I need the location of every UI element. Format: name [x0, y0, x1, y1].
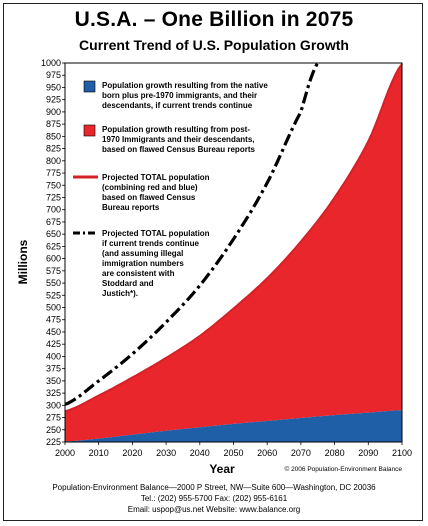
y-tick-label: 225: [46, 437, 61, 447]
y-tick-label: 625: [46, 241, 61, 251]
y-tick-label: 825: [46, 144, 61, 154]
legend-blue-native-swatch: [83, 80, 96, 93]
x-tick-label: 2080: [325, 448, 345, 458]
footer-phone: Tel.: (202) 955-5700 Fax: (202) 955-6161: [140, 494, 288, 503]
y-axis-title: Millions: [16, 239, 30, 284]
y-tick-label: 775: [46, 168, 61, 178]
y-tick-label: 250: [46, 425, 61, 435]
y-tick-label: 900: [46, 107, 61, 117]
y-tick-label: 375: [46, 364, 61, 374]
x-tick-label: 2050: [223, 448, 243, 458]
legend-red-post1970-text: Population growth resulting from post-: [102, 125, 250, 134]
y-tick-label: 500: [46, 303, 61, 313]
y-tick-label: 950: [46, 82, 61, 92]
x-tick-label: 2060: [257, 448, 277, 458]
y-tick-label: 725: [46, 192, 61, 202]
y-tick-label: 800: [46, 156, 61, 166]
legend-trend-line-text: Stoddard and: [102, 279, 154, 288]
footer-contact: Email: uspop@us.net Website: www.balance…: [127, 505, 301, 514]
y-tick-label: 300: [46, 400, 61, 410]
y-tick-label: 525: [46, 290, 61, 300]
x-tick-label: 2090: [358, 448, 378, 458]
x-tick-label: 2020: [122, 448, 142, 458]
y-tick-label: 850: [46, 131, 61, 141]
x-tick-label: 2040: [190, 448, 210, 458]
y-tick-label: 450: [46, 327, 61, 337]
legend-trend-line-text: immigration numbers: [102, 259, 184, 268]
x-tick-label: 2100: [392, 448, 412, 458]
footer-address: Population-Environment Balance—2000 P St…: [52, 483, 376, 492]
y-tick-label: 600: [46, 254, 61, 264]
y-tick-label: 875: [46, 119, 61, 129]
total-population-line: [64, 63, 403, 413]
y-tick-label: 325: [46, 388, 61, 398]
y-tick-label: 700: [46, 205, 61, 215]
legend-trend-line-text: (and assuming illegal: [102, 249, 183, 258]
legend-total-line-text: (combining red and blue): [102, 183, 198, 192]
trend-population-line: [64, 62, 320, 406]
y-tick-label: 575: [46, 266, 61, 276]
legend-blue-native-text: descendants, if current trends continue: [102, 101, 253, 110]
legend-trend-line-text: if current trends continue: [102, 239, 199, 248]
red-area-post1970: [65, 64, 402, 442]
y-tick-label: 400: [46, 351, 61, 361]
y-tick-label: 1000: [41, 58, 61, 68]
legend-red-post1970-text: based on flawed Census Bureau reports: [102, 145, 255, 154]
y-tick-label: 550: [46, 278, 61, 288]
legend-total-line-text: based on flawed Census: [102, 193, 196, 202]
legend-total-line-text: Bureau reports: [102, 203, 160, 212]
x-tick-label: 2000: [55, 448, 75, 458]
x-tick-label: 2070: [291, 448, 311, 458]
y-tick-label: 925: [46, 95, 61, 105]
legend-trend-line-text: are consistent with: [102, 269, 175, 278]
chart-title: U.S.A. – One Billion in 2075: [74, 8, 354, 31]
y-tick-label: 650: [46, 229, 61, 239]
y-tick-label: 975: [46, 70, 61, 80]
x-axis-title: Year: [209, 462, 235, 476]
y-tick-label: 275: [46, 413, 61, 423]
legend-red-post1970-swatch: [83, 124, 96, 137]
blue-area-native: [65, 410, 402, 442]
legend-blue-native-text: Population growth resulting from the nat…: [102, 81, 268, 90]
y-tick-label: 750: [46, 180, 61, 190]
y-tick-label: 350: [46, 376, 61, 386]
legend-red-post1970-text: 1970 Immigrants and their descendants,: [102, 135, 255, 144]
x-tick-label: 2010: [89, 448, 109, 458]
legend-blue-native-text: born plus pre-1970 immigrants, and their: [102, 91, 257, 100]
y-tick-label: 675: [46, 217, 61, 227]
legend-total-line-text: Projected TOTAL population: [102, 173, 210, 182]
x-tick-label: 2030: [156, 448, 176, 458]
credit-text: © 2006 Population-Environment Balance: [284, 465, 402, 473]
legend-trend-line-text: Justich*).: [102, 289, 138, 298]
y-tick-label: 425: [46, 339, 61, 349]
legend-trend-line-text: Projected TOTAL population: [102, 229, 210, 238]
y-tick-label: 475: [46, 315, 61, 325]
chart-subtitle: Current Trend of U.S. Population Growth: [79, 37, 349, 53]
